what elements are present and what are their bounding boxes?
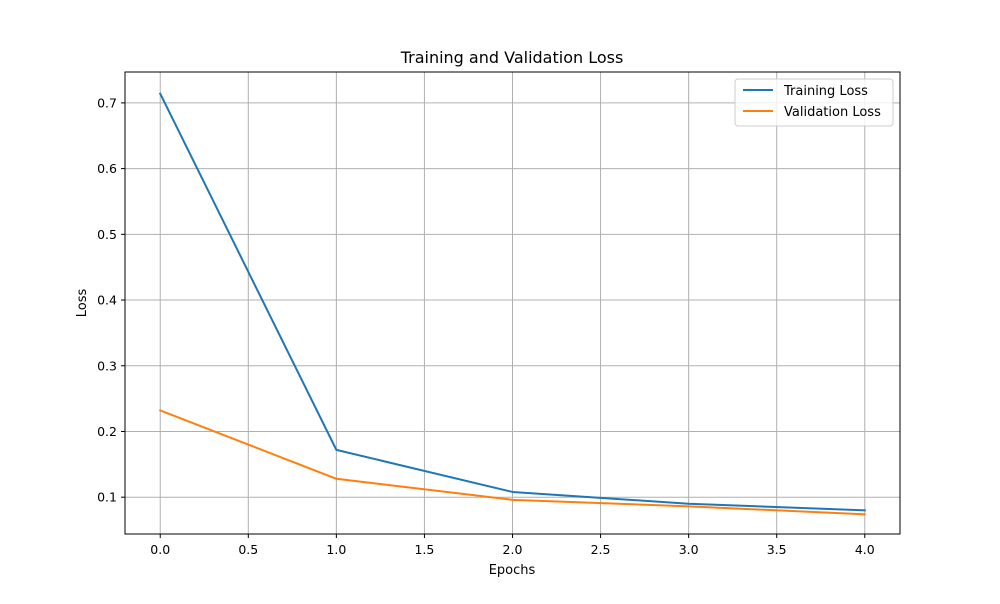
x-tick-label: 4.0 [855, 542, 875, 557]
x-tick-label: 2.0 [503, 542, 523, 557]
x-tick-label: 0.5 [238, 542, 258, 557]
x-tick-label: 0.0 [150, 542, 170, 557]
legend-label-validation-loss: Validation Loss [784, 105, 881, 120]
y-tick-label: 0.4 [97, 293, 117, 308]
x-axis-ticks: 0.0 0.5 1.0 1.5 2.0 2.5 3.0 3.5 4.0 [150, 534, 874, 557]
y-tick-label: 0.6 [97, 161, 117, 176]
y-axis-ticks: 0.1 0.2 0.3 0.4 0.5 0.6 0.7 [97, 95, 125, 504]
y-tick-label: 0.2 [97, 424, 117, 439]
legend: Training Loss Validation Loss [735, 79, 893, 126]
y-tick-label: 0.3 [97, 358, 117, 373]
x-tick-label: 1.0 [326, 542, 346, 557]
y-tick-label: 0.1 [97, 490, 117, 505]
x-tick-label: 3.0 [679, 542, 699, 557]
x-tick-label: 2.5 [591, 542, 611, 557]
x-axis-label: Epochs [489, 563, 536, 578]
x-tick-label: 3.5 [767, 542, 787, 557]
chart-title: Training and Validation Loss [400, 48, 624, 67]
y-axis-label: Loss [75, 289, 90, 318]
y-tick-label: 0.5 [97, 227, 117, 242]
y-tick-label: 0.7 [97, 95, 117, 110]
legend-label-training-loss: Training Loss [783, 84, 868, 99]
x-tick-label: 1.5 [414, 542, 434, 557]
